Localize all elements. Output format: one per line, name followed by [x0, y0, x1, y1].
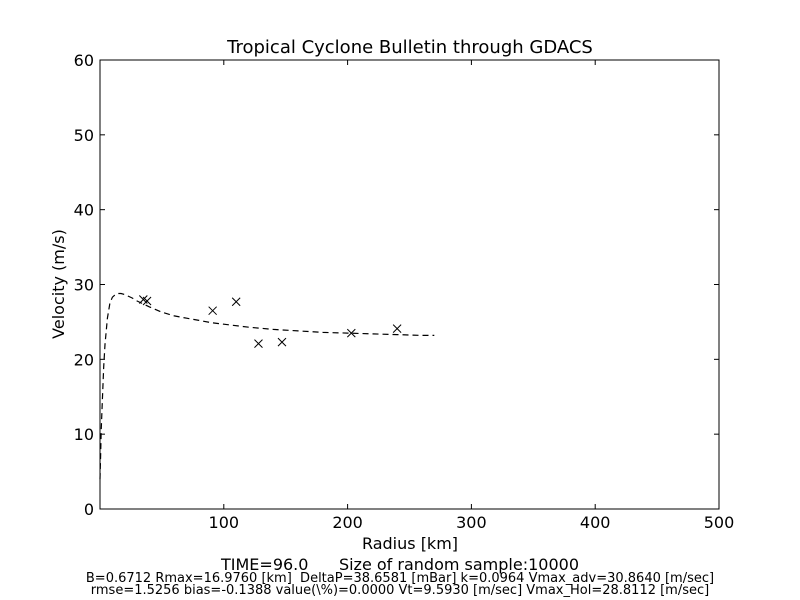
axis-tick-labels: 100 200 300 400 500 0 10 20 30 40 50 60: [74, 51, 735, 532]
plot-area: 100 200 300 400 500 0 10 20 30 40 50 60: [74, 51, 735, 532]
data-point-marker: [346, 328, 356, 338]
plot-frame: [99, 59, 720, 510]
x-tick-label: 100: [209, 513, 240, 532]
data-point-marker: [277, 337, 287, 347]
y-tick-label: 20: [74, 350, 94, 369]
data-point-marker: [142, 296, 152, 306]
footer-time-line: TIME=96.0 Size of random sample:10000: [220, 555, 579, 574]
y-tick-label: 60: [74, 51, 94, 70]
data-point-marker: [254, 339, 263, 348]
series-layer: [99, 292, 435, 480]
data-point-marker: [392, 324, 402, 334]
chart-title: Tropical Cyclone Bulletin through GDACS: [226, 37, 593, 58]
y-tick-label: 50: [74, 126, 94, 145]
y-tick-label: 0: [84, 500, 94, 519]
y-tick-label: 10: [74, 425, 94, 444]
x-axis-label: Radius [km]: [362, 534, 458, 553]
x-tick-label: 400: [580, 513, 611, 532]
footer-params-line-1: B=0.6712 Rmax=16.9760 [km] DeltaP=38.658…: [86, 571, 714, 586]
data-point-marker: [208, 306, 218, 316]
axis-ticks: [100, 59, 720, 510]
x-tick-label: 300: [456, 513, 487, 532]
x-tick-label: 500: [704, 513, 735, 532]
y-tick-label: 30: [74, 276, 94, 295]
footer-params-line-2: rmse=1.5256 bias=-0.1388 value(\%)=0.000…: [91, 583, 709, 598]
x-tick-label: 200: [332, 513, 363, 532]
y-axis-label: Velocity (m/s): [49, 229, 68, 339]
data-point-marker: [231, 297, 241, 307]
y-tick-label: 40: [74, 201, 94, 220]
